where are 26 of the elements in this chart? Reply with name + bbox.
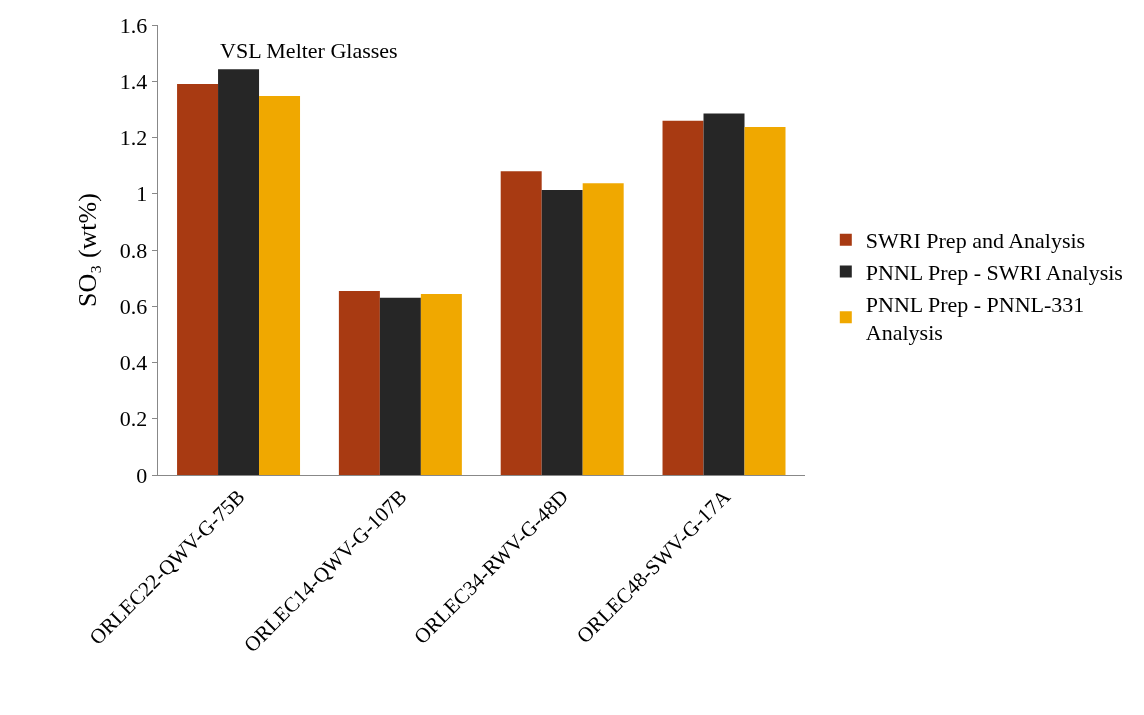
y-tick-label: 1 [136, 181, 148, 207]
y-tick-label: 0 [136, 462, 148, 488]
y-tick-label: 1.6 [119, 12, 148, 38]
y-tick-label: 0.8 [119, 237, 148, 263]
bar [541, 190, 583, 475]
y-tick-label: 0.4 [119, 350, 148, 376]
text: VSL Melter Glasses [220, 38, 398, 64]
y-tick-label: 0.2 [119, 406, 148, 432]
legend-label: SWRI Prep and Analysis [865, 228, 1086, 254]
bar [662, 120, 704, 475]
bar [582, 183, 624, 475]
y-tick-label: 0.6 [119, 293, 148, 319]
bar [500, 171, 542, 475]
bar [420, 293, 462, 475]
bar [744, 127, 786, 475]
bar [338, 291, 380, 475]
y-tick-label: 1.4 [119, 68, 148, 94]
bar [703, 113, 745, 475]
legend-label: PNNL Prep - SWRI Analysis [865, 259, 1123, 285]
legend-label: PNNL Prep - PNNL-331 Analysis [865, 291, 1085, 346]
bar [379, 297, 421, 475]
bar [177, 84, 219, 475]
y-tick-label: 1.2 [119, 125, 148, 151]
bar [218, 69, 260, 475]
y-axis-title: SO₃ (wt%) [73, 193, 103, 307]
bar [259, 95, 301, 475]
